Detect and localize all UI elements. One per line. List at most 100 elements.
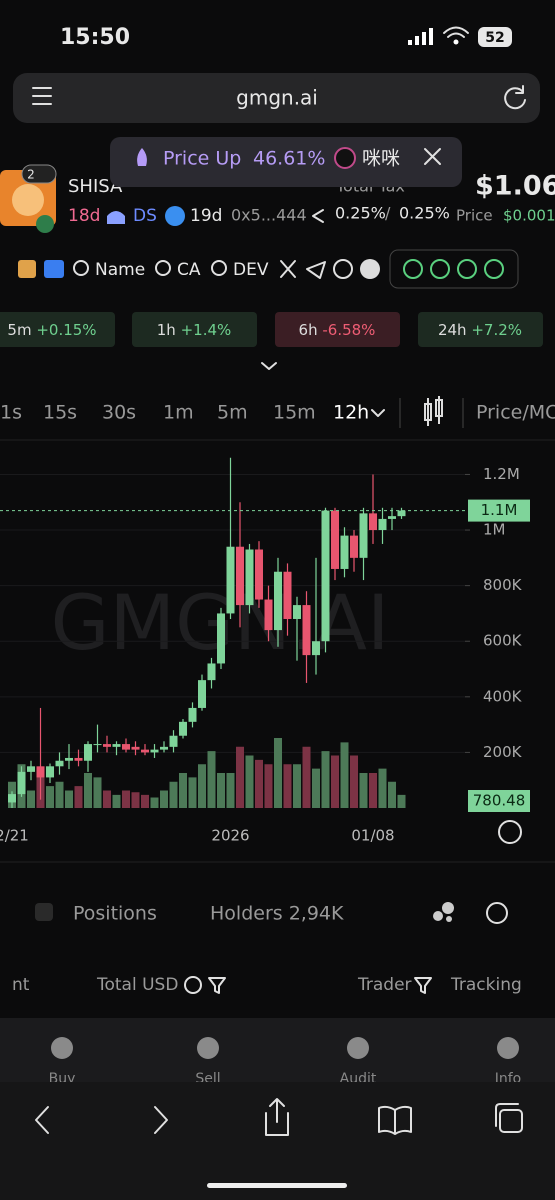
address[interactable]: 0x5...444 [231,206,307,225]
nav-icon[interactable] [347,1037,369,1059]
volume-bar [103,790,111,808]
expand[interactable] [261,362,277,370]
timeframe[interactable]: 15s [43,402,77,424]
tab[interactable]: Holders 2,94K [210,903,344,925]
notification-title: Price Up [163,148,241,170]
buy-tax: 0.25% [335,204,386,223]
candle-body [236,546,244,606]
timeframe[interactable]: 12h [333,402,369,424]
filter-icon[interactable] [208,977,226,994]
candle-body [55,760,64,767]
volume-bar [93,777,102,808]
currency[interactable] [184,976,202,994]
reload[interactable] [504,85,526,110]
url[interactable]: gmgn.ai [236,86,318,110]
candle-body [169,735,178,747]
url-bar[interactable] [13,73,540,123]
y-tick-label: 400K [483,687,523,705]
period[interactable]: 24h +7.2% [438,321,522,339]
checks [389,249,519,289]
back[interactable] [35,1106,49,1134]
clock: 15:50 [60,25,130,50]
candle-body [350,535,358,558]
nav-icon[interactable] [51,1037,73,1059]
timeframe[interactable]: 1s [0,402,22,424]
period-box[interactable] [0,312,115,347]
settings[interactable] [486,902,508,924]
chart-settings[interactable] [498,820,522,844]
battery [478,27,512,47]
volume-bar [388,781,396,808]
nav-icon[interactable] [197,1037,219,1059]
period[interactable]: 1h +1.4% [157,321,232,339]
candle-body [331,510,339,569]
filter[interactable]: CA [177,260,201,280]
share[interactable] [312,209,324,223]
candle-icon[interactable] [424,396,443,426]
timeframe[interactable]: 1m [163,402,194,424]
timeframe[interactable]: 30s [102,402,136,424]
filter[interactable]: Name [95,260,145,280]
token-logo [334,147,356,169]
price-mode[interactable]: Price/MC [476,402,555,424]
search-name[interactable] [73,260,89,276]
last-price-box [468,499,530,522]
volume-bar [217,773,225,808]
dev-icon [107,211,125,224]
tabs-button[interactable] [499,1109,523,1133]
volume-bar [331,755,339,808]
volume-bar [274,738,282,808]
avatar-badge [21,164,57,184]
candlestick-chart: GMGN.AI1.2M1M800K600K400K200K2/21202601/… [0,457,530,845]
candle-body [302,605,311,656]
volume-bar [198,764,206,808]
candle-body [207,663,216,681]
search-dev[interactable] [211,260,227,276]
bubble-icon[interactable] [433,902,454,922]
x-link[interactable] [280,260,296,278]
timeframe-dropdown[interactable] [371,409,385,417]
website[interactable] [333,259,353,279]
column-header[interactable]: nt [12,975,30,995]
telegram[interactable] [306,261,326,279]
tab[interactable]: Positions [73,903,157,925]
y-tick-label: 200K [483,743,523,761]
notification[interactable] [110,137,462,187]
tabs-icon[interactable] [32,87,52,105]
filter-icon[interactable] [414,977,432,994]
chart-link[interactable] [360,259,380,279]
period[interactable]: 5m +0.15% [7,321,96,339]
volume-bar [188,777,197,808]
bookmarks[interactable] [378,1105,412,1135]
candle-body [131,746,140,750]
candle-body [397,510,406,517]
period[interactable]: 6h -6.58% [299,321,376,339]
nav-icon[interactable] [497,1037,519,1059]
price: $0.001 [503,207,555,225]
candle-body [217,613,225,664]
column-header[interactable]: Tracking [450,975,522,995]
verified [36,215,54,233]
volume-bar [340,742,349,808]
volume-bar [179,773,187,808]
checkbox[interactable] [35,903,53,921]
period-label: 5m [7,321,31,339]
timeframes: 1s 15s 30s 1m 5m 15m 12h [0,402,385,424]
filter[interactable]: DEV [233,260,269,280]
period-box[interactable] [418,312,543,347]
candle-body [245,549,254,606]
avatar-face [12,184,44,216]
share-page[interactable] [265,1098,289,1136]
period-box[interactable] [132,312,257,347]
candle-body [388,516,396,519]
close[interactable] [424,148,441,165]
column-header[interactable]: Total USD [96,975,178,995]
timeframe[interactable]: 15m [273,402,316,424]
volume-bar [131,792,140,808]
candle-body [46,766,54,778]
period-box[interactable] [275,312,400,347]
forward[interactable] [154,1106,168,1134]
timeframe[interactable]: 5m [217,402,248,424]
search-ca[interactable] [155,260,171,276]
column-header[interactable]: Trader [357,975,412,995]
